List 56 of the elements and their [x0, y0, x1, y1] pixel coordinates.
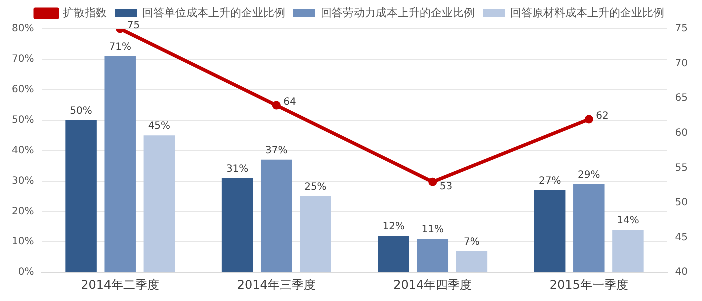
bar: [574, 184, 605, 272]
x-tick-label: 2015年一季度: [550, 278, 628, 292]
y-tick-label: 80%: [12, 24, 34, 35]
legend-label: 回答劳动力成本上升的企业比例: [321, 6, 475, 20]
point: [428, 178, 438, 186]
data-label: 14%: [617, 216, 640, 227]
y-tick-label: 50%: [12, 114, 34, 126]
data-label: 31%: [226, 164, 249, 175]
bar: [260, 160, 292, 272]
bar: [612, 230, 644, 272]
data-label: 11%: [422, 224, 444, 236]
point: [584, 115, 594, 124]
x-tick-label: 2014年四季度: [394, 278, 472, 292]
bar: [66, 120, 97, 272]
data-label: 37%: [266, 146, 288, 157]
x-tick-label: 2014年二季度: [81, 278, 160, 292]
y2-tick-label: 60: [675, 128, 688, 139]
y2-tick-label: 65: [675, 93, 688, 104]
data-label: 45%: [148, 121, 171, 132]
x-tick-label: 2014年三季度: [237, 278, 316, 292]
bar: [300, 196, 332, 272]
point: [272, 101, 281, 110]
y-tick-label: 30%: [12, 176, 34, 187]
bar: [378, 236, 410, 272]
legend-label: 扩散指数: [63, 6, 107, 20]
y-tick-label: 0%: [18, 267, 34, 278]
data-label: 7%: [464, 236, 480, 248]
data-label: 50%: [70, 106, 92, 117]
data-label: 62: [596, 111, 609, 122]
data-label: 64: [284, 97, 296, 108]
bar: [417, 239, 449, 272]
y-tick-label: 60%: [12, 84, 34, 96]
y2-tick-label: 50: [675, 198, 688, 209]
data-label: 75: [127, 20, 140, 32]
data-label: 12%: [382, 222, 405, 233]
bar: [222, 178, 254, 272]
data-label: 53: [440, 182, 453, 193]
data-label: 71%: [109, 42, 132, 53]
y-tick-label: 40%: [12, 145, 34, 156]
y-tick-label: 20%: [12, 206, 34, 218]
y-tick-label: 10%: [12, 236, 34, 248]
y-tick-label: 70%: [12, 54, 34, 66]
bar: [456, 251, 488, 272]
bar: [144, 136, 176, 272]
legend-label: 回答原材料成本上升的企业比例: [510, 6, 664, 20]
y2-tick-label: 45: [675, 232, 688, 244]
data-label: 25%: [304, 182, 327, 194]
bar: [534, 190, 566, 272]
y2-tick-label: 55: [675, 162, 688, 174]
legend-label: 回答单位成本上升的企业比例: [142, 6, 286, 20]
y2-tick-label: 75: [675, 24, 688, 35]
data-label: 29%: [578, 170, 600, 181]
data-label: 27%: [538, 176, 562, 187]
bar: [104, 56, 136, 272]
y2-tick-label: 70: [675, 58, 688, 70]
y2-tick-label: 40: [675, 267, 688, 278]
